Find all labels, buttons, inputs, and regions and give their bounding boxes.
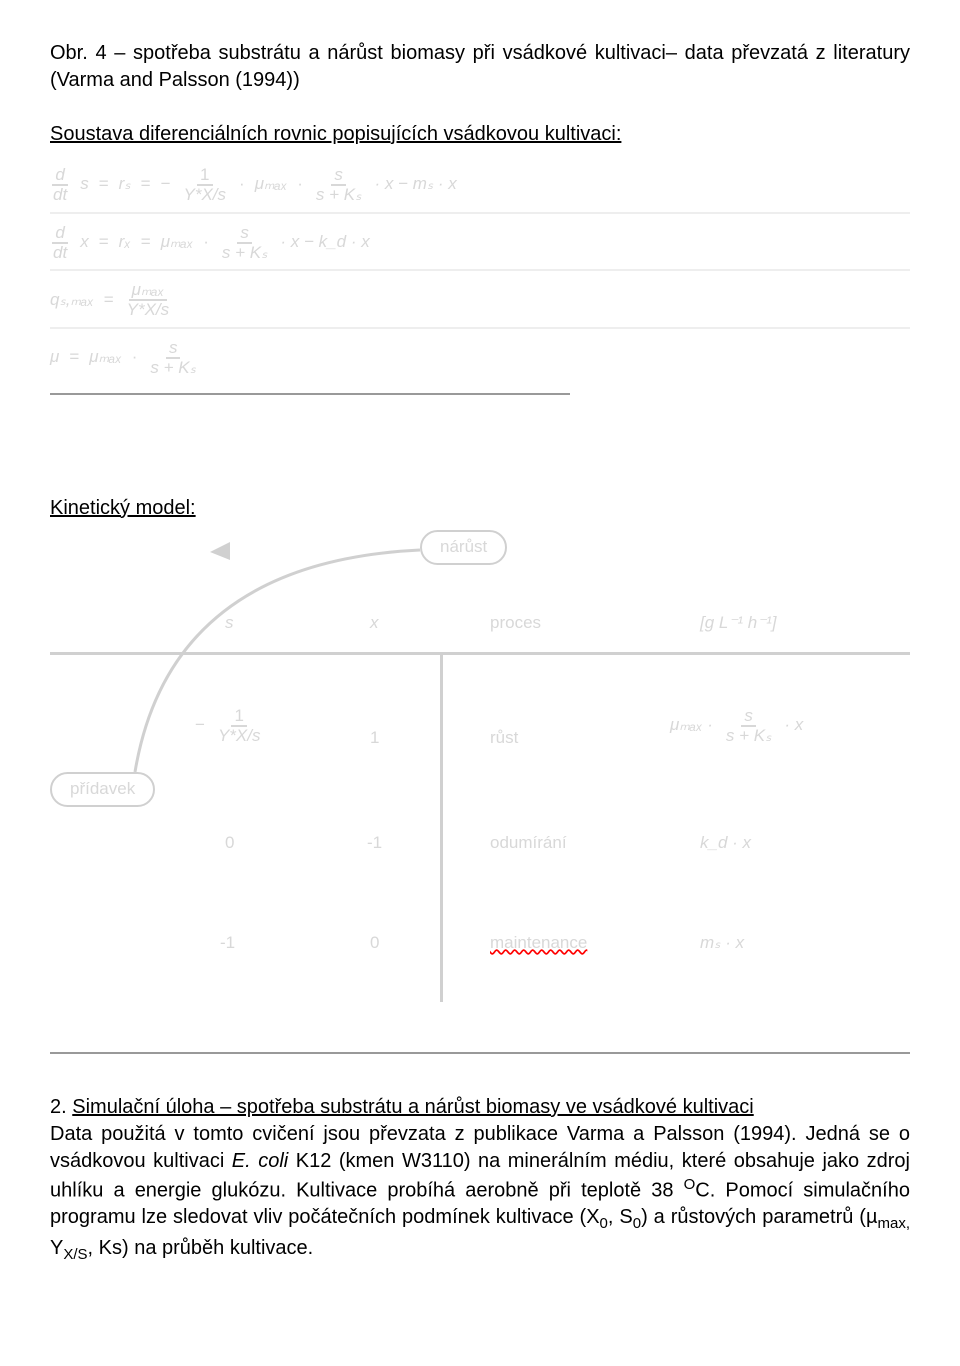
diff-eq-heading: Soustava diferenciálních rovnic popisují…: [50, 121, 910, 148]
feedback-arc: [50, 532, 470, 812]
task-number: 2.: [50, 1096, 67, 1118]
figure-caption: Obr. 4 – spotřeba substrátu a nárůst bio…: [50, 40, 910, 94]
equation-3: qₛ,ₘₐₓ = μₘₐₓY*X/s: [50, 271, 910, 329]
task-paragraph: 2. Simulační úloha – spotřeba substrátu …: [50, 1094, 910, 1265]
equations-block: ddt s = rₛ = − 1Y*X/s · μₘₐₓ · ss + Kₛ ·…: [50, 156, 910, 395]
kinetic-heading: Kinetický model:: [50, 495, 910, 522]
equation-4: μ = μₘₐₓ · ss + Kₛ: [50, 329, 910, 385]
equation-2: ddt x = rₓ = μₘₐₓ · ss + Kₛ · x − k_d · …: [50, 214, 910, 272]
equations-end-rule: [50, 393, 570, 395]
kinetic-diagram: nárůst přídavek s x proces [g L⁻¹ h⁻¹] −…: [50, 532, 910, 1054]
equation-1: ddt s = rₛ = − 1Y*X/s · μₘₐₓ · ss + Kₛ ·…: [50, 156, 910, 214]
task-title: Simulační úloha – spotřeba substrátu a n…: [72, 1096, 753, 1118]
